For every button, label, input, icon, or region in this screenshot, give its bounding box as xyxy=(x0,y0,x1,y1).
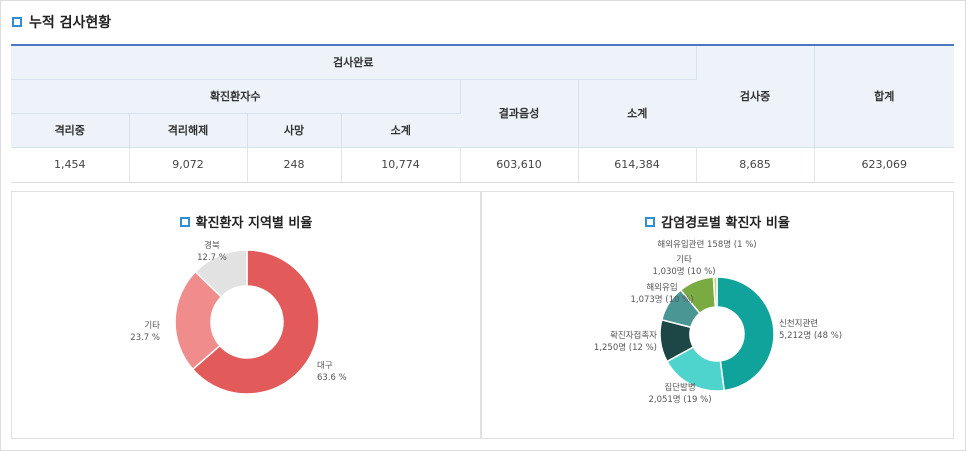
value-released: 9,072 xyxy=(129,146,248,183)
slice-name-label: 기타 xyxy=(144,321,160,331)
header-confirmed: 확진환자수 xyxy=(11,79,461,114)
donut-slice-0[interactable] xyxy=(716,276,775,392)
value-isolated: 1,454 xyxy=(11,146,130,183)
slice-value-label: 12.7 % xyxy=(197,253,227,263)
value-subtotal: 614,384 xyxy=(578,146,697,183)
region-chart-panel: 확진환자 지역별 비율 대구 63.6 % 기타 23.7 % 경북 12.7 % xyxy=(11,191,481,439)
square-bullet-icon xyxy=(645,216,656,227)
region-chart-title-text: 확진환자 지역별 비율 xyxy=(195,216,313,231)
route-chart-title: 감염경로별 확진자 비율 xyxy=(482,212,953,231)
donut-slice-5[interactable] xyxy=(712,276,718,308)
route-chart-panel: 감염경로별 확진자 비율 신천지관련 5,212명 (48 %) 집단발병 2,051… xyxy=(481,191,954,439)
slice-name-label: 해외유입관련 158명 (1 %) xyxy=(657,239,756,250)
slice-value-label: 2,051명 (19 %) xyxy=(648,394,711,405)
test-status-table: 검사완료 검사중 합계 확진환자수 결과음성 소계 격리중 격리해제 사망 소계… xyxy=(11,44,955,183)
slice-value-label: 1,250명 (12 %) xyxy=(594,342,657,353)
region-donut-chart: 대구 63.6 % 기타 23.7 % 경북 12.7 % xyxy=(130,240,347,395)
header-total: 합계 xyxy=(814,44,955,148)
header-negative: 결과음성 xyxy=(460,79,579,148)
slice-name-label: 집단발병 xyxy=(664,382,695,393)
value-testing: 8,685 xyxy=(696,146,815,183)
slice-value-label: 5,212명 (48 %) xyxy=(779,330,842,341)
slice-value-label: 1,073명 (10 %) xyxy=(630,294,693,305)
value-confirmed-subtotal: 10,774 xyxy=(341,146,461,183)
donut-slice-2[interactable] xyxy=(194,249,248,298)
slice-name-label: 확진자접촉자 xyxy=(610,330,657,341)
section-title: 누적 검사현황 xyxy=(12,11,111,33)
header-subtotal: 소계 xyxy=(578,79,697,148)
value-deaths: 248 xyxy=(247,146,342,183)
route-chart-title-text: 감염경로별 확진자 비율 xyxy=(661,216,790,231)
donut-slice-1[interactable] xyxy=(174,270,223,371)
header-completed: 검사완료 xyxy=(11,44,697,80)
square-bullet-icon xyxy=(179,216,190,227)
donut-slice-0[interactable] xyxy=(191,249,320,395)
slice-name-label: 기타 xyxy=(676,255,692,265)
slice-name-label: 신천지관련 xyxy=(779,318,818,329)
header-confirmed-subtotal: 소계 xyxy=(341,113,460,148)
square-bullet-icon xyxy=(12,17,22,27)
value-negative: 603,610 xyxy=(460,146,579,183)
slice-value-label: 23.7 % xyxy=(130,333,160,343)
slice-value-label: 63.6 % xyxy=(317,373,347,383)
slice-value-label: 1,030명 (10 %) xyxy=(652,266,715,277)
value-total: 623,069 xyxy=(814,146,955,183)
header-isolated: 격리중 xyxy=(11,113,130,148)
slice-name-label: 해외유입 xyxy=(646,282,677,293)
header-deaths: 사망 xyxy=(247,113,342,148)
section-title-text: 누적 검사현황 xyxy=(29,15,112,31)
region-chart-title: 확진환자 지역별 비율 xyxy=(12,212,480,231)
slice-name-label: 경북 xyxy=(204,240,220,251)
slice-name-label: 대구 xyxy=(317,361,333,371)
table-row: 1,454 9,072 248 10,774 603,610 614,384 8… xyxy=(11,146,955,183)
header-testing: 검사중 xyxy=(696,44,815,148)
header-released: 격리해제 xyxy=(129,113,248,148)
